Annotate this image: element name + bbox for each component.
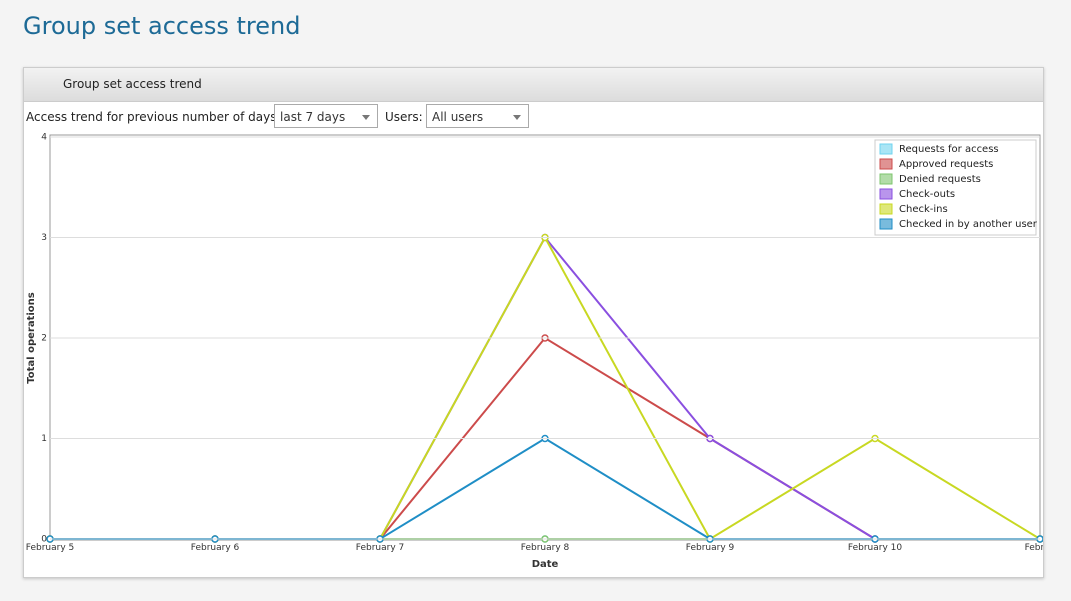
legend-label: Check-ins (899, 204, 948, 215)
x-tick-label: February 7 (356, 543, 404, 553)
panel-title: Group set access trend (24, 68, 1043, 102)
legend-label: Requests for access (899, 144, 999, 155)
days-select[interactable]: last 7 days (274, 104, 378, 128)
legend-label: Checked in by another user (899, 219, 1038, 230)
x-tick-label: February 10 (848, 543, 902, 553)
x-tick-label: February 8 (521, 543, 570, 553)
legend-swatch (879, 158, 893, 170)
x-axis-label: Date (532, 559, 559, 570)
y-tick-label: 4 (41, 133, 47, 143)
users-select[interactable]: All users (426, 104, 529, 128)
y-axis-label: Total operations (26, 292, 37, 383)
y-tick-label: 3 (41, 233, 47, 243)
legend-label: Approved requests (899, 159, 993, 170)
x-tick-label: Februa (1025, 543, 1056, 553)
x-tick-label: February 6 (191, 543, 240, 553)
x-tick-label: February 9 (686, 543, 735, 553)
days-label: Access trend for previous number of days… (26, 110, 281, 124)
legend-swatch (879, 203, 893, 215)
users-label: Users: (385, 110, 423, 124)
legend-box (874, 139, 1037, 236)
x-tick-label: February 5 (26, 543, 74, 553)
y-tick-label: 2 (41, 334, 47, 344)
legend-swatch (879, 143, 893, 155)
y-tick-label: 0 (41, 535, 47, 545)
legend-swatch (879, 173, 893, 185)
y-tick-label: 1 (41, 434, 47, 444)
page-title: Group set access trend (23, 12, 301, 40)
legend-swatch (879, 218, 893, 230)
legend-label: Denied requests (899, 174, 981, 185)
legend-label: Check-outs (899, 189, 955, 200)
legend-swatch (879, 188, 893, 200)
